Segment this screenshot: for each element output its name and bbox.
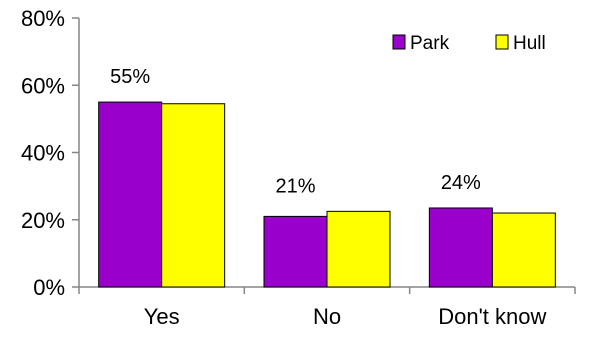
data-label: 55% [110, 66, 150, 88]
axes-layer: 0% 20% 40% 60% 80% Yes No Don't know [21, 6, 576, 329]
y-tick-label: 40% [21, 141, 65, 166]
bar-hull [161, 103, 226, 288]
x-tick-label: Yes [144, 304, 180, 329]
y-tick-label: 80% [21, 6, 65, 31]
x-tick-label: No [313, 304, 341, 329]
data-label: 21% [275, 175, 315, 197]
legend-swatch-hull [495, 34, 509, 50]
legend-swatch-park [392, 34, 406, 50]
x-tick-label: Don't know [438, 304, 546, 329]
y-tick-label: 20% [21, 208, 65, 233]
labels-layer: 55% 21% 24% [110, 66, 481, 197]
bars-layer [98, 101, 556, 288]
data-label: 24% [441, 172, 481, 194]
y-tick-label: 0% [33, 275, 65, 300]
bar-hull [491, 212, 556, 288]
bar-park [98, 101, 163, 288]
legend-label-hull: Hull [513, 33, 546, 54]
legend: Park Hull [392, 33, 546, 54]
bar-hull [326, 210, 391, 288]
y-tick-label: 60% [21, 73, 65, 98]
bar-park [428, 207, 493, 288]
legend-label-park: Park [410, 33, 450, 54]
bar-park [263, 215, 328, 288]
